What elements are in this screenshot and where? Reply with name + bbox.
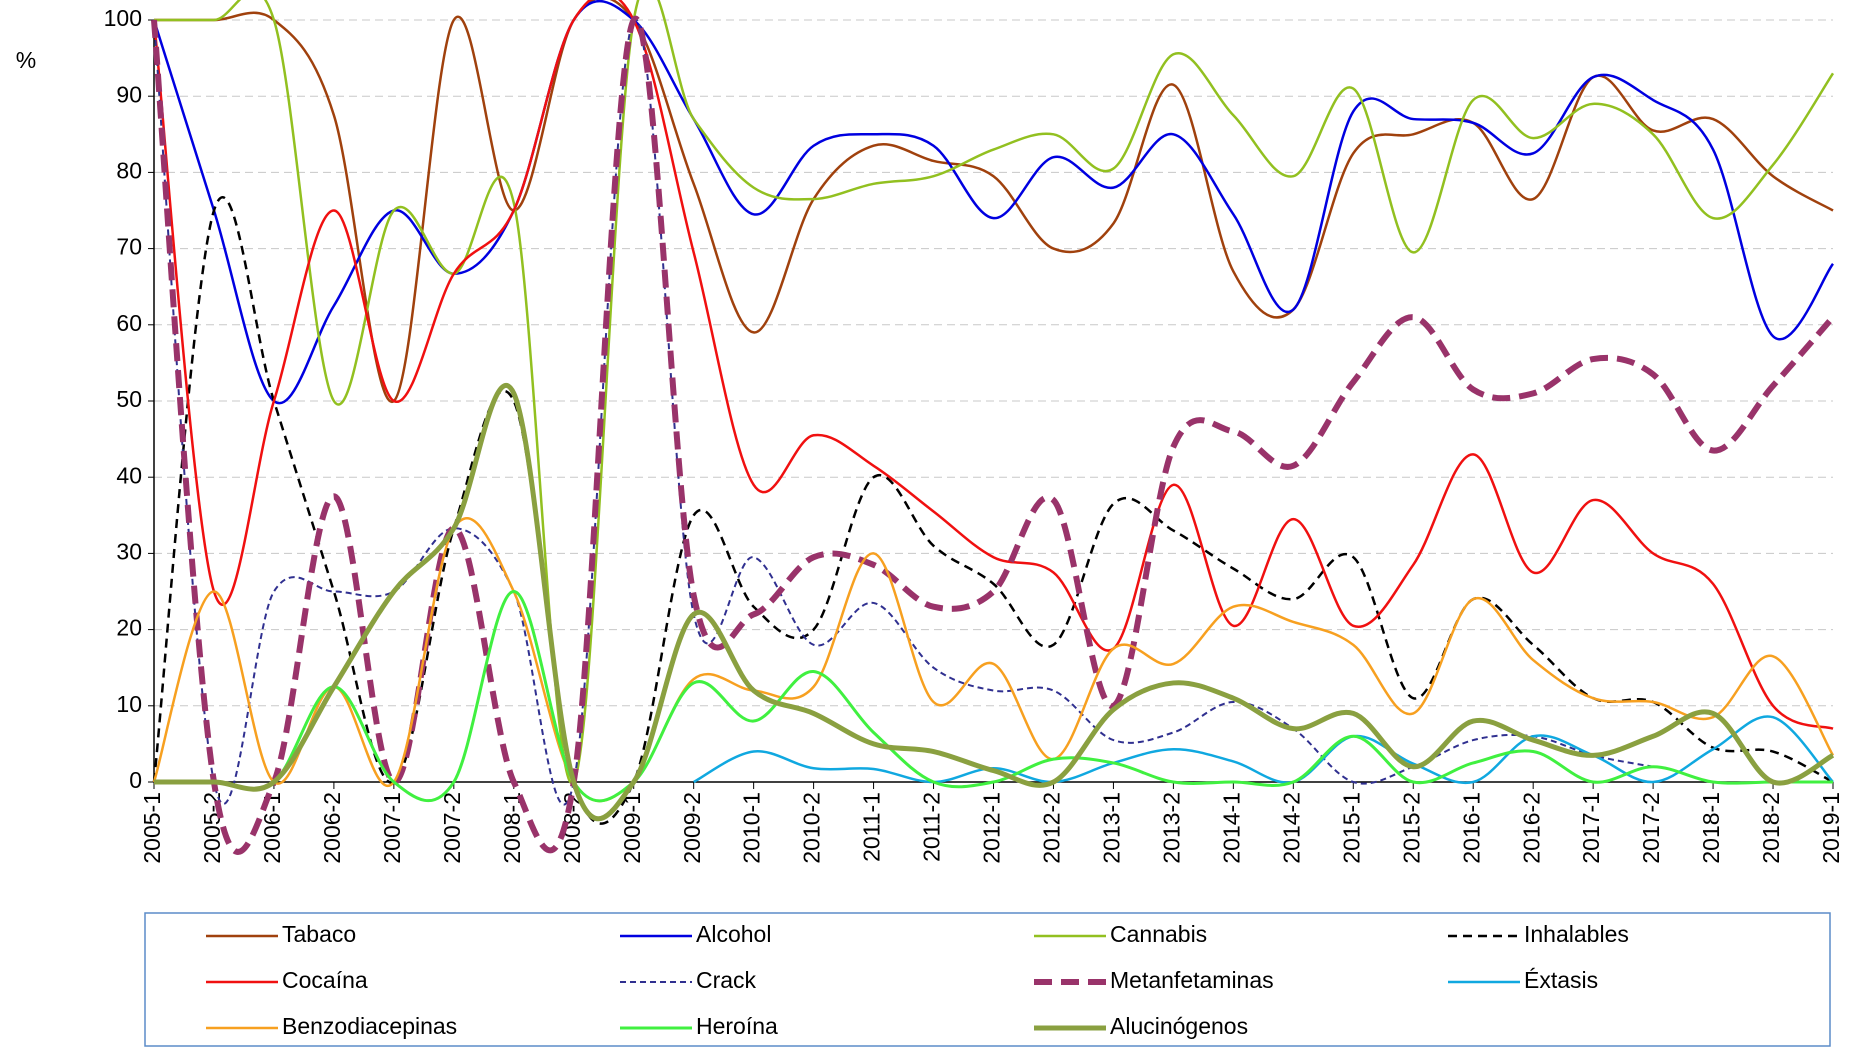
x-tick-label: 2014-2 (1278, 792, 1304, 864)
x-tick-label: 2009-2 (679, 792, 705, 864)
legend-label: Alcohol (696, 921, 771, 947)
series-line (154, 589, 1833, 803)
legend-label: Heroína (696, 1013, 778, 1039)
y-tick-label: 10 (116, 691, 142, 717)
x-tick-label: 2007-2 (439, 792, 465, 864)
y-tick-label: 60 (116, 310, 142, 336)
x-tick-label: 2013-1 (1099, 792, 1125, 864)
legend-box (144, 912, 1831, 1047)
x-tick-label: 2010-2 (799, 792, 825, 864)
series-line (152, 0, 1834, 730)
series-line (153, 0, 1834, 403)
legend-label: Metanfetaminas (1110, 967, 1274, 993)
x-tick-label: 2013-2 (1158, 792, 1184, 864)
legend-label: Tabaco (282, 921, 356, 947)
legend-label: Alucinógenos (1110, 1013, 1248, 1039)
series-line (153, 18, 1654, 806)
series-line (154, 382, 1835, 822)
x-tick-label: 2015-1 (1338, 792, 1364, 864)
series-line (152, 0, 1835, 405)
legend-label: Inhalables (1524, 921, 1629, 947)
x-tick-label: 2018-1 (1698, 792, 1724, 864)
series-line (151, 15, 1836, 855)
x-tick-label: 2018-2 (1758, 792, 1784, 864)
legend-label: Cocaína (282, 967, 368, 993)
x-tick-label: 2012-1 (979, 792, 1005, 864)
x-tick-label: 2011-2 (919, 792, 945, 862)
series-line (693, 715, 1834, 785)
x-tick-label: 2016-1 (1458, 792, 1484, 864)
x-tick-label: 2006-2 (319, 792, 345, 864)
x-tick-label: 2017-1 (1578, 792, 1604, 864)
y-tick-label: 70 (116, 234, 142, 260)
legend-label: Cannabis (1110, 921, 1207, 947)
x-tick-label: 2005-1 (139, 792, 165, 864)
y-tick-label: 20 (116, 615, 142, 641)
x-tick-label: 2017-2 (1638, 792, 1664, 864)
x-tick-label: 2012-2 (1039, 792, 1065, 864)
y-tick-label: 90 (116, 81, 142, 107)
legend-label: Éxtasis (1524, 967, 1598, 993)
y-tick-label: 80 (116, 157, 142, 183)
x-tick-label: 2011-1 (859, 792, 885, 862)
y-tick-label: 0 (129, 767, 142, 793)
series-line (152, 517, 1835, 803)
y-axis-label: % (16, 47, 36, 73)
y-tick-label: 40 (116, 462, 142, 488)
x-tick-label: 2015-2 (1398, 792, 1424, 864)
legend-label: Benzodiacepinas (282, 1013, 457, 1039)
x-tick-label: 2007-1 (379, 792, 405, 864)
y-tick-label: 100 (104, 5, 142, 31)
y-tick-label: 30 (116, 538, 142, 564)
legend-label: Crack (696, 967, 757, 993)
y-tick-label: 50 (116, 386, 142, 412)
x-tick-label: 2019-1 (1818, 792, 1844, 864)
series-line (153, 0, 1835, 785)
x-tick-label: 2010-1 (739, 792, 765, 864)
x-tick-label: 2016-2 (1518, 792, 1544, 864)
x-tick-label: 2014-1 (1218, 792, 1244, 864)
